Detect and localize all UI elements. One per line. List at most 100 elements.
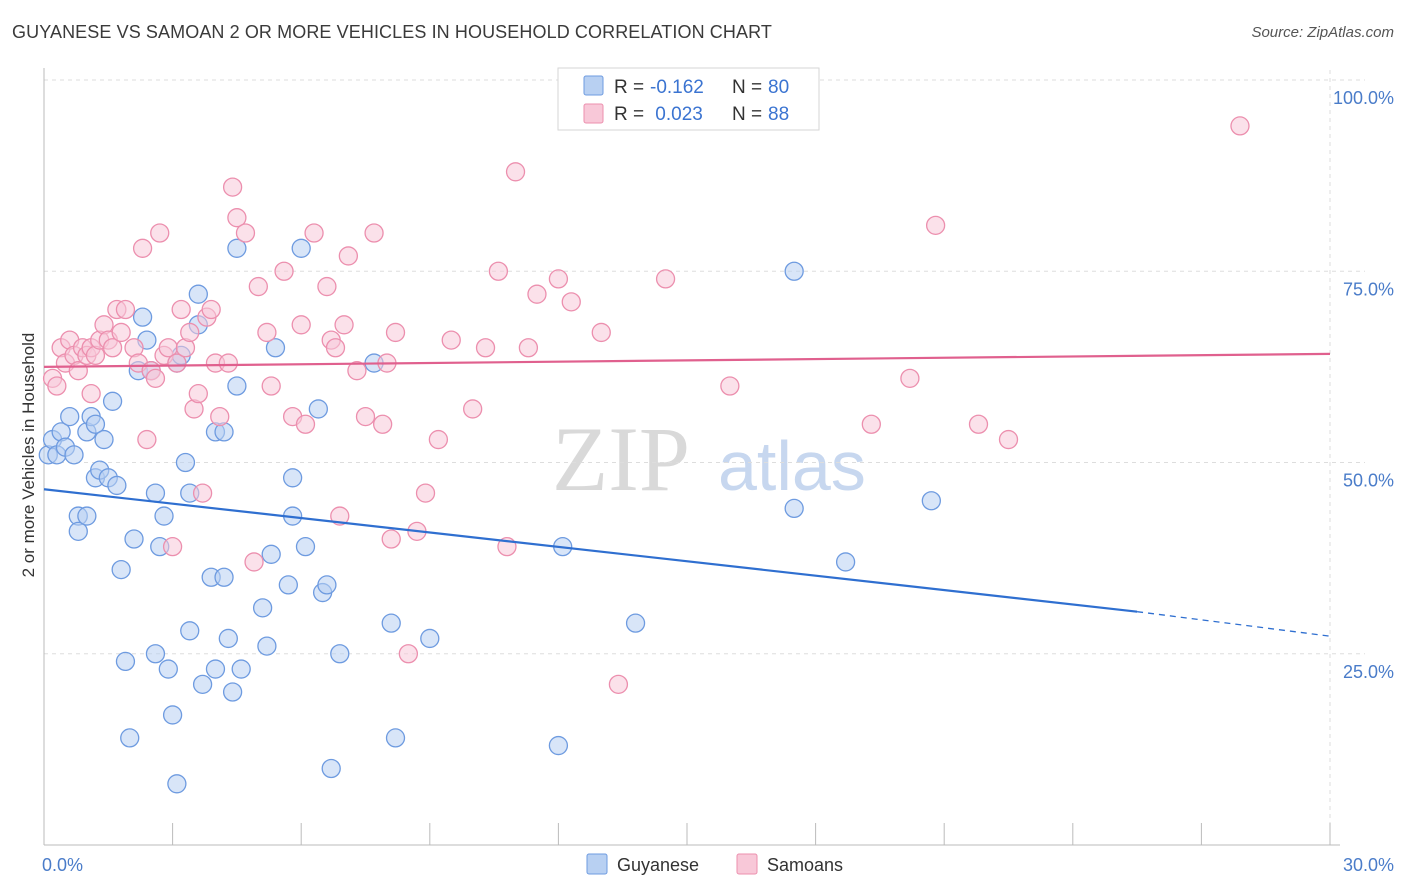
guyanese-point-20 [115,651,136,672]
guyanese-point-43 [205,659,226,679]
legend-r-label-2: R = [614,104,644,125]
legend-swatch-samoan [583,103,604,124]
legend-n-label-2: N = [732,104,762,125]
guyanese-point-51 [227,238,247,258]
guyanese-point-68 [385,728,406,748]
guyanese-point-31 [158,659,178,679]
samoan-point-44 [244,552,264,572]
series-legend: Guyanese Samoans [586,853,843,875]
samoan-point-62 [372,414,393,434]
samoan-point-66 [398,644,419,664]
legend-n-label-1: N = [732,77,762,98]
guyanese-point-8 [68,521,88,541]
samoan-point-64 [381,529,401,549]
source-label: Source: ZipAtlas.com [1251,24,1394,41]
guyanese-points [38,238,941,794]
legend-r-label-1: R = [614,77,644,98]
samoan-point-70 [441,330,461,350]
legend-r-value-2: 0.023 [650,104,703,125]
samoan-point-84 [861,414,881,434]
samoan-point-30 [171,299,191,320]
guyanese-point-67 [381,613,401,633]
guyanese-point-76 [921,491,941,511]
samoan-point-28 [162,537,183,557]
y-tick-label-3: 25.0% [1343,662,1394,682]
guyanese-point-21 [120,728,140,748]
samoan-points [42,116,1250,694]
samoan-point-45 [248,276,268,297]
guyanese-point-12 [85,414,106,434]
samoan-point-40 [218,353,238,373]
samoan-point-69 [428,429,449,450]
guyanese-point-64 [321,758,341,779]
guyanese-point-27 [145,483,166,503]
guyanese-point-72 [625,613,646,633]
guyanese-point-48 [222,682,243,702]
samoan-point-34 [188,383,208,404]
correlation-legend: R = -0.162 N = 80 R = 0.023 N = 88 [557,67,820,131]
guyanese-point-22 [124,529,144,549]
guyanese-point-28 [145,644,166,664]
gridlines [44,70,1365,845]
samoan-point-25 [150,223,170,243]
guyanese-point-54 [261,544,281,564]
guyanese-point-49 [227,376,247,396]
samoan-point-32 [180,322,200,343]
guyanese-point-50 [231,659,251,679]
samoan-point-50 [291,315,311,335]
samoan-point-42 [227,208,247,228]
samoan-point-86 [925,215,946,236]
guyanese-point-52 [252,598,273,618]
samoan-point-89 [1230,116,1250,136]
legend-n-value-2: 88 [768,104,789,125]
guyanese-point-63 [317,575,337,595]
samoan-point-46 [257,322,277,343]
guyanese-point-69 [420,628,440,649]
samoan-point-1 [47,376,67,396]
samoan-point-80 [591,322,611,343]
samoan-point-76 [518,338,539,358]
samoan-point-81 [608,674,629,694]
samoan-point-57 [334,315,354,335]
guyanese-point-15 [94,429,114,450]
samoan-point-61 [364,223,384,243]
guyanese-point-18 [107,475,127,496]
samoan-point-53 [317,276,337,297]
samoan-point-79 [561,292,581,312]
samoan-point-43 [235,223,256,243]
samoan-point-39 [210,406,230,427]
guyanese-point-34 [167,774,187,794]
guyanese-point-9 [77,506,97,526]
watermark-atlas: atlas [718,427,866,505]
samoan-point-41 [222,177,243,197]
samoan-point-21 [132,238,153,258]
samoan-point-15 [102,338,123,358]
bottom-legend-label-samoan: Samoans [767,855,843,875]
guyanese-point-74 [784,498,804,519]
samoan-point-52 [304,223,324,243]
samoan-point-22 [137,429,157,450]
samoan-point-73 [488,261,509,281]
samoan-point-55 [325,338,346,358]
guyanese-point-5 [60,406,80,427]
guyanese-point-75 [835,552,856,572]
guyanese-point-60 [295,537,316,557]
samoan-point-68 [415,483,436,503]
y-tick-label-0: 100.0% [1333,88,1394,108]
guyanese-point-55 [265,338,286,358]
samoan-point-72 [475,338,496,358]
samoan-point-10 [81,383,101,404]
tick-labels: 100.0% 75.0% 50.0% 25.0% 0.0% 30.0% [42,88,1394,875]
guyanese-point-61 [308,399,328,419]
guyanese-point-19 [111,559,131,580]
trend-lines [43,352,1331,637]
guyanese-point-70 [548,735,569,756]
guyanese-point-32 [162,705,183,725]
legend-swatch-guyanese [583,75,604,96]
samoan-point-56 [330,506,350,526]
samoan-point-58 [338,246,359,266]
samoan-point-29 [167,353,187,373]
guyanese-point-73 [784,261,804,281]
samoan-point-24 [145,368,166,389]
samoan-point-18 [115,299,136,320]
